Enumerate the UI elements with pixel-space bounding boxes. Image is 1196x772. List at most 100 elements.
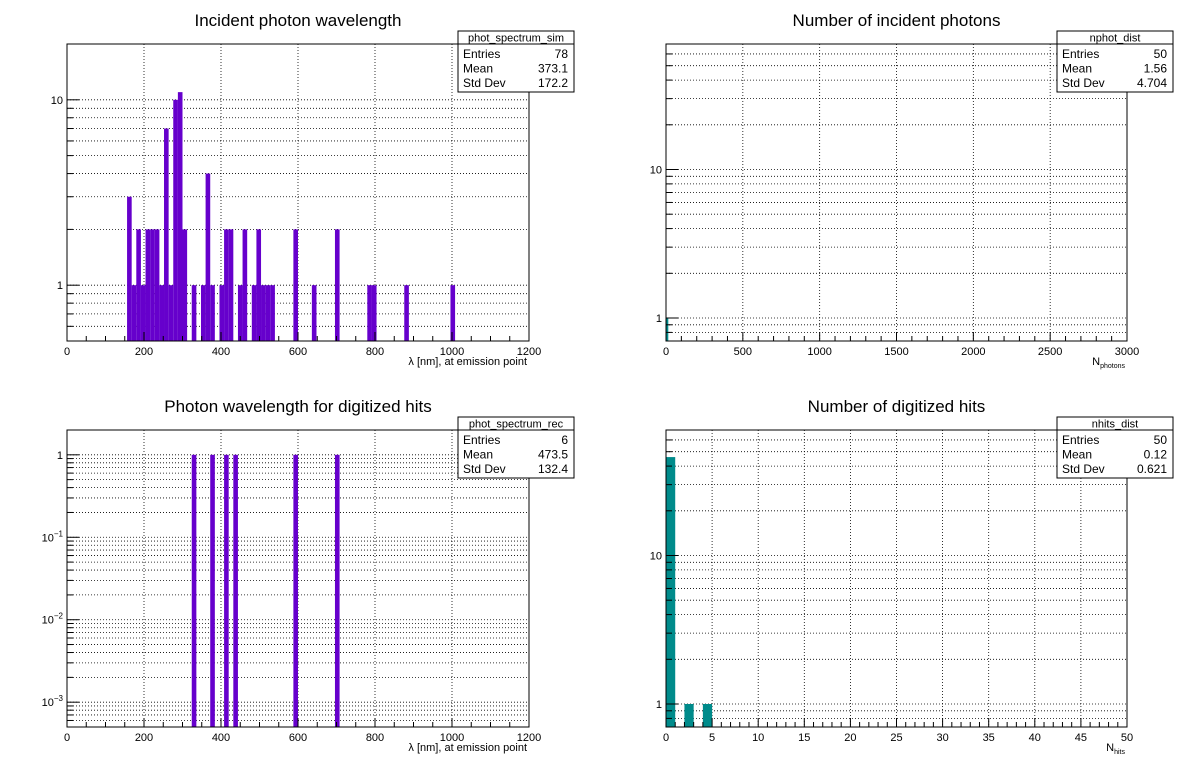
stats-row-value: 373.1 [538, 62, 568, 76]
x-tick-label: 800 [366, 346, 384, 358]
histogram-bar [450, 285, 456, 341]
histogram-bar [233, 454, 238, 727]
histogram-bar [205, 173, 211, 341]
histogram-bar [210, 454, 215, 727]
stats-row-value: 132.4 [538, 462, 568, 476]
y-tick-base: 10 [42, 615, 54, 627]
histogram-bar [265, 285, 271, 341]
histogram-bars [191, 454, 340, 727]
stats-row-label: Mean [463, 62, 493, 76]
stats-row-label: Mean [1062, 448, 1092, 462]
x-tick-label: 600 [289, 732, 307, 744]
grid-lines [666, 430, 1127, 728]
x-axis-label: λ [nm], at emission point [408, 742, 527, 754]
x-tick-label: 600 [289, 346, 307, 358]
x-tick-label: 0 [663, 732, 669, 744]
x-axis-label-subscript: hits [1114, 749, 1125, 756]
x-tick-label: 40 [1029, 732, 1041, 744]
x-axis-label: Nhits [1106, 742, 1125, 756]
stats-box-name: nhits_dist [1092, 419, 1138, 431]
histogram-bar [145, 229, 151, 341]
stats-row-value: 0.621 [1137, 462, 1167, 476]
x-tick-label: 5 [709, 732, 715, 744]
histogram-bar [367, 285, 372, 341]
y-tick-exponent: −3 [54, 694, 64, 703]
stats-row-value: 1.56 [1144, 62, 1168, 76]
x-tick-label: 45 [1075, 732, 1087, 744]
histogram-bar [177, 92, 183, 341]
y-tick-label: 1 [656, 699, 662, 711]
histogram-bar [219, 285, 225, 341]
histogram-bar [334, 454, 340, 727]
stats-box-name: nphot_dist [1090, 33, 1141, 45]
histogram-bar [210, 285, 215, 341]
histogram-bar [270, 285, 275, 341]
stats-row-value: 78 [555, 47, 569, 61]
x-tick-label: 400 [212, 346, 230, 358]
x-tick-label: 500 [734, 346, 752, 358]
histogram-pad-3: Photon wavelength for digitized hits 0 200… [42, 397, 575, 754]
histogram-bar [173, 99, 178, 341]
y-tick-base: 10 [42, 532, 54, 544]
x-tick-label: 800 [366, 732, 384, 744]
x-tick-label: 30 [936, 732, 948, 744]
x-tick-label: 20 [844, 732, 856, 744]
stats-box-frame [457, 416, 575, 479]
stats-row-label: Entries [1062, 47, 1099, 61]
stats-row-value: 172.2 [538, 76, 568, 90]
x-axis-label-main: λ [nm], at emission point [408, 742, 527, 754]
histogram-bar [684, 703, 694, 727]
histogram-bar [200, 285, 206, 341]
histogram-bar [224, 454, 229, 727]
stats-box: phot_spectrum_rec Entries 6 Mean 473.5 Std De… [457, 416, 575, 479]
histogram-bar [237, 285, 243, 341]
stats-row-label: Std Dev [463, 76, 506, 90]
y-axis-ticks [666, 43, 678, 342]
x-tick-label: 10 [752, 732, 764, 744]
chart-title: Incident photon wavelength [195, 11, 402, 30]
stats-row-value: 473.5 [538, 448, 568, 462]
chart-title: Photon wavelength for digitized hits [164, 397, 431, 416]
histogram-bar [702, 703, 713, 727]
histogram-bar [127, 196, 132, 341]
x-tick-label: 2500 [1038, 346, 1062, 358]
x-tick-label: 1000 [440, 346, 464, 358]
stats-row-value: 50 [1154, 47, 1168, 61]
x-axis-label-main: N [1092, 356, 1100, 368]
x-tick-label: 25 [890, 732, 902, 744]
x-axis-label-main: λ [nm], at emission point [408, 356, 527, 368]
x-tick-label: 1000 [440, 732, 464, 744]
y-tick-exponent: −1 [54, 529, 64, 538]
x-axis-ticks [665, 332, 1128, 341]
x-tick-label: 0 [64, 346, 70, 358]
stats-row-label: Std Dev [463, 462, 506, 476]
histogram-bar [150, 229, 155, 341]
y-tick-label: 10 [650, 164, 662, 176]
histogram-pad-1: Incident photon wavelength 0 200 400 600 800 1… [51, 11, 575, 368]
histogram-bar [242, 229, 248, 341]
y-tick-label: 1 [57, 280, 63, 292]
stats-row-value: 6 [561, 433, 568, 447]
stats-box-name: phot_spectrum_sim [468, 33, 564, 45]
stats-row-label: Std Dev [1062, 462, 1105, 476]
y-tick-label: 10 [51, 95, 63, 107]
histogram-bar [164, 128, 169, 341]
x-tick-label: 0 [64, 732, 70, 744]
histogram-bars [666, 457, 713, 727]
x-axis-ticks [665, 718, 1128, 727]
histogram-bar [228, 229, 234, 341]
stats-row-label: Mean [463, 448, 493, 462]
histogram-bars [666, 317, 669, 341]
chart-title: Number of digitized hits [808, 397, 986, 416]
stats-row-value: 50 [1154, 433, 1168, 447]
stats-row-value: 4.704 [1137, 76, 1167, 90]
stats-row-label: Std Dev [1062, 76, 1105, 90]
x-tick-label: 15 [798, 732, 810, 744]
stats-row-label: Entries [1062, 433, 1099, 447]
histogram-bars [127, 92, 456, 341]
x-tick-label: 2000 [961, 346, 985, 358]
histogram-bar [666, 457, 676, 727]
y-axis-ticks [666, 429, 678, 728]
histogram-bar [334, 229, 340, 341]
